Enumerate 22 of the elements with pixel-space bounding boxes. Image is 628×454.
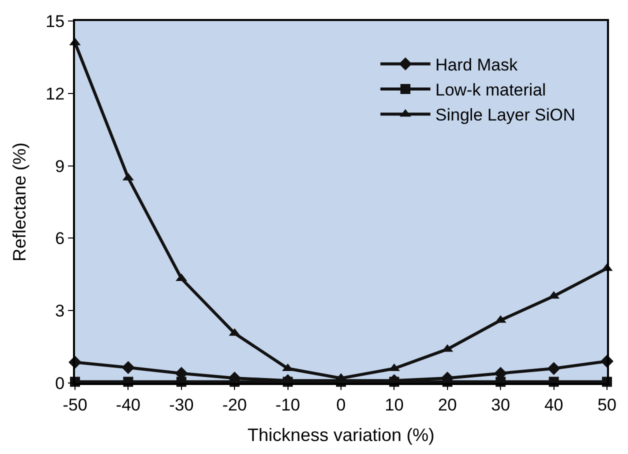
x-tick-label: 20 xyxy=(438,395,457,414)
x-tick-label: -30 xyxy=(169,395,194,414)
y-tick-label: 12 xyxy=(46,84,65,104)
y-tick-label: 0 xyxy=(55,374,65,393)
y-tick-label: 3 xyxy=(55,302,65,321)
y-tick-label: 9 xyxy=(55,156,65,176)
legend-label: Single Layer SiON xyxy=(435,106,576,125)
y-tick-label: 15 xyxy=(46,12,65,31)
x-tick-label: 40 xyxy=(544,395,564,414)
x-tick-label: 0 xyxy=(336,395,346,414)
y-tick-label: 6 xyxy=(55,229,65,248)
legend-label: Hard Mask xyxy=(435,56,518,75)
y-axis-title: Reflectane (%) xyxy=(9,142,30,262)
legend-label: Low-k material xyxy=(435,80,546,100)
x-tick-label: -40 xyxy=(116,395,140,414)
x-tick-label: 30 xyxy=(491,395,510,414)
x-tick-label: 10 xyxy=(384,395,404,414)
x-tick-label: -50 xyxy=(62,395,88,414)
x-axis-title: Thickness variation (%) xyxy=(247,425,435,445)
x-tick-label: -20 xyxy=(222,395,247,414)
x-tick-label: -10 xyxy=(276,395,300,414)
x-tick-label: 50 xyxy=(598,395,616,414)
